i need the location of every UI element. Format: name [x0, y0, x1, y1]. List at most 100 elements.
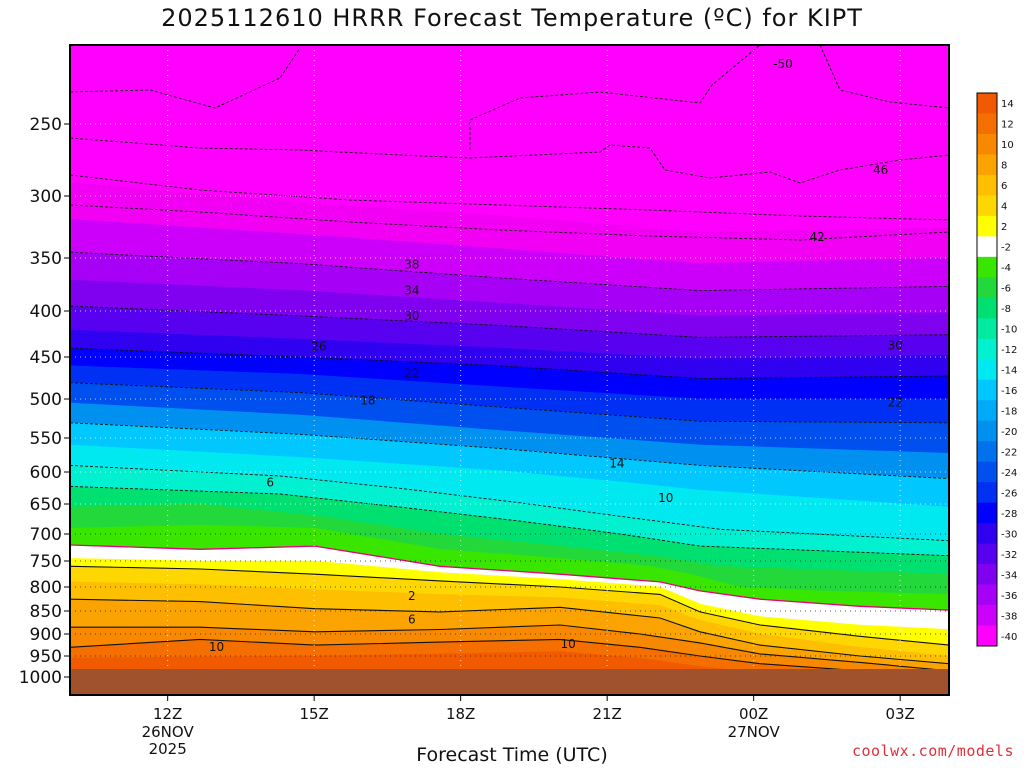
- contour-line: [70, 422, 949, 480]
- colorbar-label: 10: [1001, 140, 1014, 151]
- colorbar-swatch: [977, 277, 997, 299]
- y-tick-label: 600: [30, 463, 62, 483]
- x-tick-date: 27NOV: [728, 723, 781, 741]
- colorbar-label: -22: [1001, 447, 1017, 458]
- y-tick-label: 550: [30, 429, 62, 449]
- x-tick-label: 12Z: [153, 705, 182, 723]
- colorbar-swatch: [977, 215, 997, 237]
- colorbar-label: -38: [1001, 611, 1017, 622]
- colorbar-swatch: [977, 400, 997, 422]
- contour-line: [70, 485, 949, 557]
- colorbar-label: -24: [1001, 468, 1017, 479]
- contour-line: [70, 598, 949, 665]
- y-axis: 250 300 350 400 450 500 550 600 650 700 750 800 850 9…: [19, 115, 70, 688]
- contour-line: [70, 174, 949, 221]
- x-tick-year: 2025: [149, 740, 187, 758]
- colorbar-swatch: [977, 523, 997, 544]
- y-tick-label: 350: [30, 249, 62, 269]
- colorbar-swatch: [977, 113, 997, 135]
- colorbar-frame: [976, 92, 998, 647]
- y-tick-label: 850: [30, 602, 62, 622]
- colorbar-swatch: [977, 236, 997, 258]
- source-credit: coolwx.com/models: [851, 742, 1014, 760]
- x-tick-label: 18Z: [446, 705, 475, 723]
- contour-label: 10: [560, 637, 575, 651]
- colorbar-swatch: [977, 564, 997, 585]
- y-tick-label: 450: [30, 348, 62, 368]
- colorbar-swatch: [977, 420, 997, 442]
- contour-label: 46: [873, 163, 888, 177]
- colorbar-label: -8: [1001, 304, 1011, 315]
- colorbar-swatch: [977, 174, 997, 196]
- colorbar-swatch: [977, 93, 997, 114]
- contour-label: 30: [404, 309, 419, 323]
- colorbar-label: -40: [1001, 632, 1017, 643]
- colorbar-swatch: [977, 359, 997, 381]
- y-tick-label: 400: [30, 302, 62, 322]
- colorbar-label: 8: [1001, 161, 1007, 172]
- contour-label: 22: [404, 366, 419, 380]
- chart-title: 2025112610 HRRR Forecast Temperature (ºC…: [161, 4, 863, 32]
- y-tick-label: 650: [30, 495, 62, 515]
- contour-line: [70, 305, 949, 338]
- colorbar-swatch: [977, 195, 997, 217]
- x-tick-date: 26NOV: [142, 723, 195, 741]
- y-tick-label: 250: [30, 115, 62, 135]
- colorbar-swatch: [977, 625, 997, 647]
- contour-label: -50: [773, 57, 793, 71]
- contour-label: 6: [266, 476, 274, 490]
- colorbar-swatch: [977, 502, 997, 524]
- x-tick-label: 21Z: [592, 705, 621, 723]
- colorbar-swatch: [977, 441, 997, 463]
- plot-frame: [69, 44, 950, 696]
- colorbar-swatch: [977, 543, 997, 565]
- y-tick-label: 800: [30, 578, 62, 598]
- colorbar-label: 14: [1001, 99, 1014, 110]
- y-tick-label: 300: [30, 187, 62, 207]
- colorbar-label: -10: [1001, 325, 1017, 336]
- y-tick-label: 900: [30, 625, 62, 645]
- colorbar-label: -18: [1001, 406, 1017, 417]
- contour-label: 34: [404, 284, 419, 298]
- contour-label: 26: [311, 339, 326, 353]
- contour-line: [70, 137, 949, 184]
- colorbar-label: -4: [1001, 263, 1011, 274]
- colorbar-swatch: [977, 297, 997, 319]
- colorbar-label: 4: [1001, 202, 1007, 213]
- colorbar-swatch: [977, 256, 997, 278]
- colorbar-label: -16: [1001, 386, 1017, 397]
- freezing-line: [70, 544, 949, 611]
- colorbar-swatch: [977, 482, 997, 504]
- y-tick-label: 750: [30, 552, 62, 572]
- x-tick-label: 15Z: [299, 705, 328, 723]
- contour-line: [469, 45, 761, 150]
- contour-line: [70, 382, 949, 424]
- contour-label: 22: [888, 395, 903, 409]
- colorbar-swatch: [977, 154, 997, 176]
- colorbar-label: -14: [1001, 366, 1017, 377]
- contour-label: 18: [360, 394, 375, 408]
- color-bar: 14 12 10 8 6 4 2 -2 -4 -6 -8 -10 -12 -14 -16 -18 -20 -22 -…: [976, 92, 1017, 647]
- colorbar-label: -26: [1001, 488, 1017, 499]
- y-tick-label: 950: [30, 647, 62, 667]
- x-axis-label: Forecast Time (UTC): [416, 744, 608, 766]
- colorbar-label: -36: [1001, 591, 1017, 602]
- contour-label: 10: [209, 640, 224, 654]
- colorbar-label: 2: [1001, 222, 1007, 233]
- y-tick-label: 500: [30, 390, 62, 410]
- ground-surface: [70, 669, 949, 695]
- contour-label: 42: [810, 230, 825, 244]
- colorbar-label: 12: [1001, 120, 1014, 131]
- plot-grid: [70, 45, 949, 695]
- contour-label: 2: [408, 589, 416, 603]
- colorbar-swatch: [977, 318, 997, 340]
- colorbar-swatch: [977, 133, 997, 155]
- contour-label: 6: [408, 612, 416, 626]
- contour-line: [70, 638, 949, 678]
- contour-line: [70, 204, 949, 241]
- contour-line: [819, 45, 949, 109]
- colorbar-label: -30: [1001, 529, 1017, 540]
